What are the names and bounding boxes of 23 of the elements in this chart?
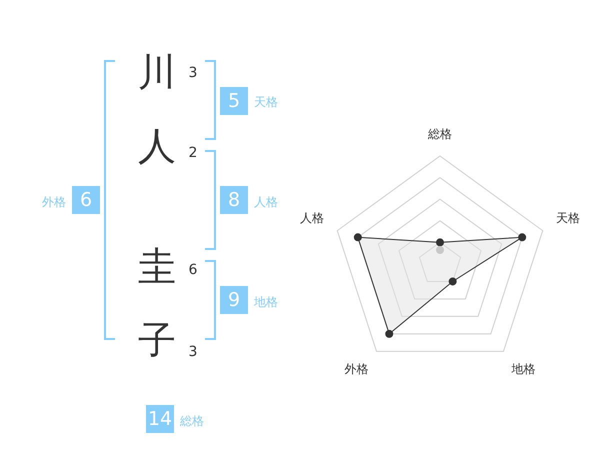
text: 2 [188, 144, 198, 162]
text: 3 [188, 343, 198, 361]
text: 天格 [254, 94, 278, 110]
text: 14 [146, 405, 174, 433]
spoke-label: 地格 [510, 362, 536, 376]
spoke-label: 天格 [556, 211, 580, 226]
text: 地格 [254, 294, 278, 310]
text: 圭 [137, 244, 177, 288]
text: 3 [188, 64, 198, 82]
text: 8 [220, 186, 248, 214]
text: 6 [188, 261, 198, 279]
spoke-label: 総格 [427, 126, 452, 141]
spoke-label: 人格 [300, 211, 324, 226]
text: 6 [72, 186, 100, 214]
text: 子 [137, 318, 177, 362]
text: 川 [137, 50, 177, 94]
spoke-label: 外格 [344, 362, 368, 376]
text: 外格 [41, 194, 66, 210]
text: 9 [220, 286, 248, 314]
text: 総格 [180, 413, 204, 429]
text: 人 [137, 124, 177, 168]
text: 人格 [254, 194, 278, 210]
text: 5 [220, 87, 248, 115]
